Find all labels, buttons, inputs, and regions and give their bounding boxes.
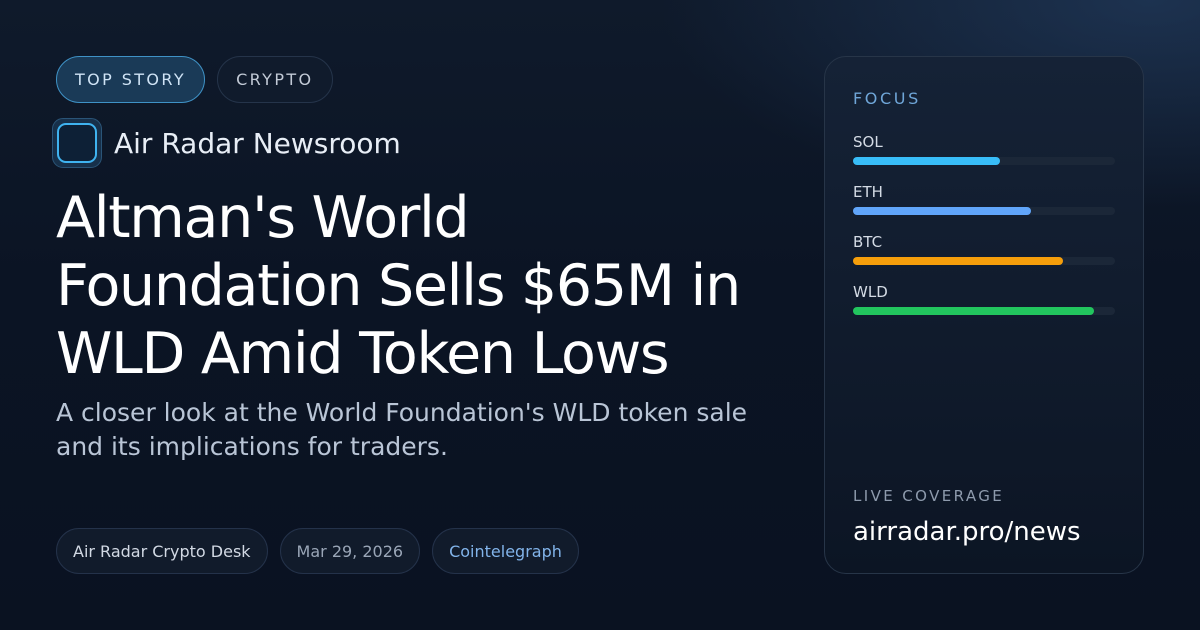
- focus-bars: SOL ETH BTC WLD: [853, 133, 1115, 333]
- focus-bar-sol: SOL: [853, 133, 1115, 183]
- focus-bar-track: [853, 257, 1115, 265]
- source-pill[interactable]: Cointelegraph: [432, 528, 579, 574]
- focus-bar-label: BTC: [853, 233, 883, 251]
- author-pill: Air Radar Crypto Desk: [56, 528, 268, 574]
- focus-bar-fill: [853, 157, 1000, 165]
- brand-name: Air Radar Newsroom: [114, 126, 401, 160]
- crypto-tag[interactable]: CRYPTO: [217, 56, 333, 103]
- live-coverage-label: LIVE COVERAGE: [853, 487, 1005, 505]
- tag-row: TOP STORY CRYPTO: [56, 56, 333, 103]
- focus-bar-btc: BTC: [853, 233, 1115, 283]
- focus-bar-track: [853, 207, 1115, 215]
- focus-bar-label: ETH: [853, 183, 883, 201]
- focus-bar-fill: [853, 207, 1032, 215]
- brand: Air Radar Newsroom: [52, 118, 401, 168]
- focus-label: FOCUS: [853, 89, 921, 108]
- focus-panel: FOCUS SOL ETH BTC WLD: [824, 56, 1144, 574]
- headline: Altman's World Foundation Sells $65M in …: [56, 185, 741, 387]
- date-pill: Mar 29, 2026: [279, 528, 421, 574]
- live-coverage-link[interactable]: airradar.pro/news: [853, 517, 1081, 547]
- focus-bar-fill: [853, 257, 1063, 265]
- brand-logo-inner: [57, 123, 97, 163]
- focus-bar-fill: [853, 307, 1095, 315]
- top-story-tag[interactable]: TOP STORY: [56, 56, 206, 103]
- subheadline: A closer look at the World Foundation's …: [56, 398, 748, 461]
- focus-bar-label: WLD: [853, 283, 888, 301]
- meta-row: Air Radar Crypto Desk Mar 29, 2026 Coint…: [56, 528, 579, 574]
- brand-logo-icon: [52, 118, 102, 168]
- focus-bar-label: SOL: [853, 133, 883, 151]
- focus-bar-track: [853, 157, 1115, 165]
- focus-bar-wld: WLD: [853, 283, 1115, 333]
- focus-bar-track: [853, 307, 1115, 315]
- focus-bar-eth: ETH: [853, 183, 1115, 233]
